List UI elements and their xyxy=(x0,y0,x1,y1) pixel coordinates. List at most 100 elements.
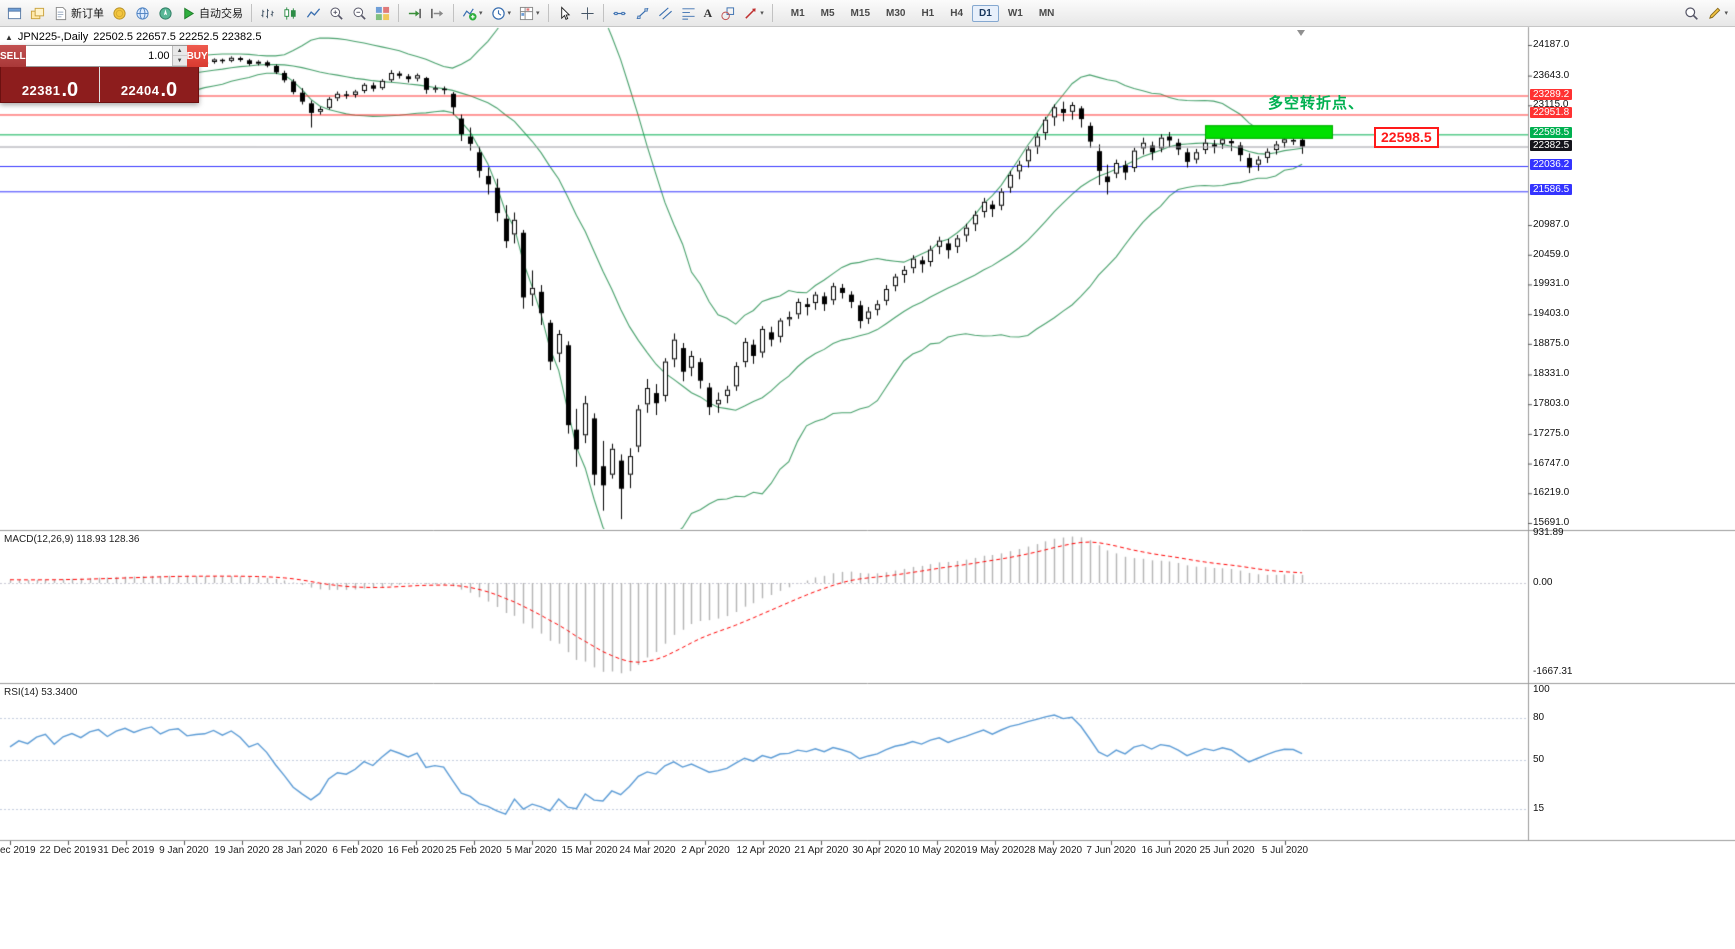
new-chart-icon xyxy=(7,6,22,21)
channel-tool-icon xyxy=(658,6,673,21)
arrows-tool-icon xyxy=(743,6,758,21)
market-watch-button[interactable] xyxy=(109,2,130,24)
chart-shift-marker xyxy=(1297,30,1305,36)
terminal-button[interactable] xyxy=(155,2,176,24)
trendline-tool-button[interactable] xyxy=(632,2,653,24)
chart-title-row: ▲ JPN225-,Daily 22502.5 22657.5 22252.5 … xyxy=(5,31,261,43)
timeframe-D1[interactable]: D1 xyxy=(972,4,999,22)
zoom-out-button[interactable] xyxy=(349,2,370,24)
chart-symbol-period: JPN225-,Daily xyxy=(17,31,89,43)
toolbar-separator xyxy=(398,4,399,22)
toolbar-separator xyxy=(453,4,454,22)
chart-shift-button[interactable] xyxy=(427,2,448,24)
zoom-in-icon xyxy=(329,6,344,21)
timeframe-MN[interactable]: MN xyxy=(1038,7,1055,19)
toolbar: 新订单 自动交易 ▾ ▾ ▾ A ▾ M1 M5 M15 M30 H1 H4 D1 W1 MN ▾ xyxy=(0,0,1735,27)
volume-down-icon[interactable]: ▼ xyxy=(172,56,187,66)
volume-up-icon[interactable]: ▲ xyxy=(172,46,187,56)
new-order-button-label: 新订单 xyxy=(71,8,104,20)
arrows-tool-button[interactable]: ▾ xyxy=(740,2,767,24)
text-tool-icon: A xyxy=(703,5,713,20)
toolbar-separator xyxy=(771,4,773,22)
oneclick-panel-toggle-icon[interactable]: ▲ xyxy=(5,32,13,42)
compose-button[interactable]: ▾ xyxy=(1704,2,1731,24)
timeframe-M15[interactable]: M15 xyxy=(850,7,870,19)
text-tool-button[interactable]: A xyxy=(701,2,716,24)
new-order-icon xyxy=(53,6,68,21)
timeframe-M1[interactable]: M1 xyxy=(790,7,805,19)
volume-input[interactable] xyxy=(25,46,172,66)
search-icon xyxy=(1684,6,1699,21)
toolbar-right-group: ▾ xyxy=(1680,2,1732,24)
autotrading-button-label: 自动交易 xyxy=(199,8,243,20)
timeframe-H4[interactable]: H4 xyxy=(950,7,964,19)
autotrading-icon xyxy=(181,6,196,21)
indicators-button[interactable]: ▾ xyxy=(459,2,486,24)
templates-button[interactable]: ▾ xyxy=(516,2,543,24)
buy-price[interactable]: 22404 .0 xyxy=(100,67,198,102)
sell-button[interactable]: SELL xyxy=(0,45,26,67)
timeframe-W1[interactable]: W1 xyxy=(1007,7,1023,19)
volume-field: ▲ ▼ xyxy=(25,45,187,67)
compose-icon xyxy=(1707,6,1722,21)
navigator-button[interactable] xyxy=(132,2,153,24)
autoscroll-button[interactable] xyxy=(404,2,425,24)
fibonacci-tool-button[interactable] xyxy=(678,2,699,24)
buy-button[interactable]: BUY xyxy=(186,45,208,67)
periods-icon xyxy=(491,6,506,21)
new-chart-button[interactable] xyxy=(4,2,25,24)
timeframe-M30[interactable]: M30 xyxy=(886,7,906,19)
sell-price[interactable]: 22381 .0 xyxy=(1,67,100,102)
shapes-tool-icon xyxy=(720,6,735,21)
indicators-icon xyxy=(462,6,477,21)
new-order-button[interactable]: 新订单 xyxy=(50,2,107,24)
timeframe-M5[interactable]: M5 xyxy=(820,7,835,19)
tile-windows-icon xyxy=(375,6,390,21)
candlestick-chart-button[interactable] xyxy=(280,2,301,24)
crosshair-button[interactable] xyxy=(577,2,598,24)
macd-indicator-label: MACD(12,26,9) 118.93 128.36 xyxy=(4,534,140,545)
channel-tool-button[interactable] xyxy=(655,2,676,24)
autoscroll-icon xyxy=(407,6,422,21)
terminal-icon xyxy=(158,6,173,21)
sell-price-main: 22381 xyxy=(21,83,61,98)
sell-price-pips: .0 xyxy=(61,79,79,101)
crosshair-icon xyxy=(580,6,595,21)
chevron-down-icon: ▾ xyxy=(536,10,540,17)
hline-tool-button[interactable] xyxy=(609,2,630,24)
rsi-indicator-label: RSI(14) 53.3400 xyxy=(4,687,78,698)
chevron-down-icon: ▾ xyxy=(1724,10,1728,17)
one-click-trading-panel: SELL ▲ ▼ BUY 22381 .0 22404 .0 xyxy=(0,45,208,103)
profiles-button[interactable] xyxy=(27,2,48,24)
periods-button[interactable]: ▾ xyxy=(488,2,515,24)
chevron-down-icon: ▾ xyxy=(507,10,512,17)
toolbar-separator xyxy=(251,4,252,22)
autotrading-button[interactable]: 自动交易 xyxy=(178,2,246,24)
market-watch-icon xyxy=(112,6,127,21)
search-button[interactable] xyxy=(1681,2,1702,24)
timeframe-H1[interactable]: H1 xyxy=(921,7,935,19)
chevron-down-icon: ▾ xyxy=(479,10,483,17)
annotation-text: 多空转折点、 xyxy=(1268,95,1365,112)
line-chart-button[interactable] xyxy=(303,2,324,24)
chevron-down-icon: ▾ xyxy=(760,10,764,17)
buy-price-main: 22404 xyxy=(120,83,160,98)
templates-icon xyxy=(519,6,534,21)
zoom-in-button[interactable] xyxy=(326,2,347,24)
bar-chart-icon xyxy=(260,6,275,21)
cursor-icon xyxy=(557,5,572,21)
fibonacci-tool-icon xyxy=(681,6,696,21)
line-chart-icon xyxy=(306,6,321,21)
tile-windows-button[interactable] xyxy=(372,2,393,24)
hline-tool-icon xyxy=(612,6,627,21)
buy-price-pips: .0 xyxy=(160,79,178,101)
candlestick-chart-icon xyxy=(283,6,298,21)
chart-shift-icon xyxy=(430,6,445,21)
navigator-icon xyxy=(135,6,150,21)
cursor-button[interactable] xyxy=(554,2,575,24)
zoom-out-icon xyxy=(352,6,367,21)
bar-chart-button[interactable] xyxy=(257,2,278,24)
chart-ohlc-values: 22502.5 22657.5 22252.5 22382.5 xyxy=(93,31,262,43)
shapes-tool-button[interactable] xyxy=(717,2,738,24)
